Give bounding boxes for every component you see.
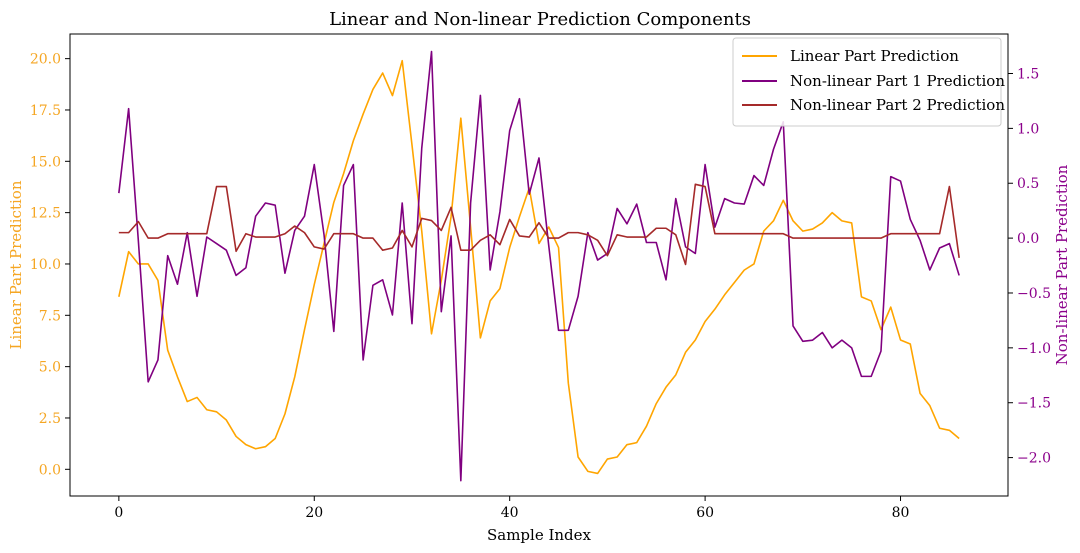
y-left-tick-label: 5.0 (39, 360, 61, 376)
y-axis-left-label: Linear Part Prediction (7, 180, 25, 349)
x-tick-label: 60 (696, 505, 714, 521)
y-right-tick-label: −1.5 (1017, 396, 1051, 412)
y-right-tick-label: −1.0 (1017, 341, 1051, 357)
legend-label-linear: Linear Part Prediction (790, 47, 959, 65)
y-right-tick-label: −0.5 (1017, 286, 1051, 302)
y-right-tick-label: 0.0 (1017, 231, 1039, 247)
y-left-tick-label: 15.0 (30, 154, 61, 170)
y-right-tick-label: −2.0 (1017, 451, 1051, 467)
y-left-tick-label: 20.0 (30, 52, 61, 68)
plot-frame (69, 33, 1009, 497)
x-axis: 0 20 40 60 80 (114, 496, 909, 521)
legend-label-nonlinear-1: Non-linear Part 1 Prediction (790, 72, 1005, 90)
y-right-tick-label: 1.5 (1017, 67, 1039, 83)
y-left-tick-label: 2.5 (39, 411, 61, 427)
y-axis-right: −2.0 −1.5 −1.0 −0.5 0.0 0.5 1.0 1.5 (1008, 67, 1051, 467)
legend-box (732, 37, 1002, 127)
legend: Linear Part Prediction Non-linear Part 1… (732, 37, 1005, 127)
x-tick-label: 20 (305, 505, 323, 521)
legend-label-nonlinear-2: Non-linear Part 2 Prediction (790, 96, 1005, 114)
y-right-tick-label: 0.5 (1017, 176, 1039, 192)
y-right-tick-label: 1.0 (1017, 121, 1039, 137)
chart-title: Linear and Non-linear Prediction Compone… (329, 9, 751, 30)
x-tick-label: 40 (501, 505, 519, 521)
y-axis-right-label: Non-linear Part Prediction (1053, 164, 1071, 365)
x-tick-label: 0 (114, 505, 123, 521)
series-line-linear (118, 59, 960, 475)
series-line-nonlinear-1 (118, 50, 960, 482)
series-line-nonlinear-2 (118, 183, 960, 266)
series-layer (118, 50, 960, 482)
y-left-tick-label: 12.5 (30, 206, 61, 222)
y-left-tick-label: 0.0 (39, 462, 61, 478)
y-left-tick-label: 17.5 (30, 103, 61, 119)
y-axis-left: 0.0 2.5 5.0 7.5 10.0 12.5 15.0 17.5 20.0 (30, 52, 70, 478)
x-axis-label: Sample Index (487, 526, 592, 544)
y-left-tick-label: 7.5 (39, 308, 61, 324)
x-tick-label: 80 (892, 505, 910, 521)
y-left-tick-label: 10.0 (30, 257, 61, 273)
